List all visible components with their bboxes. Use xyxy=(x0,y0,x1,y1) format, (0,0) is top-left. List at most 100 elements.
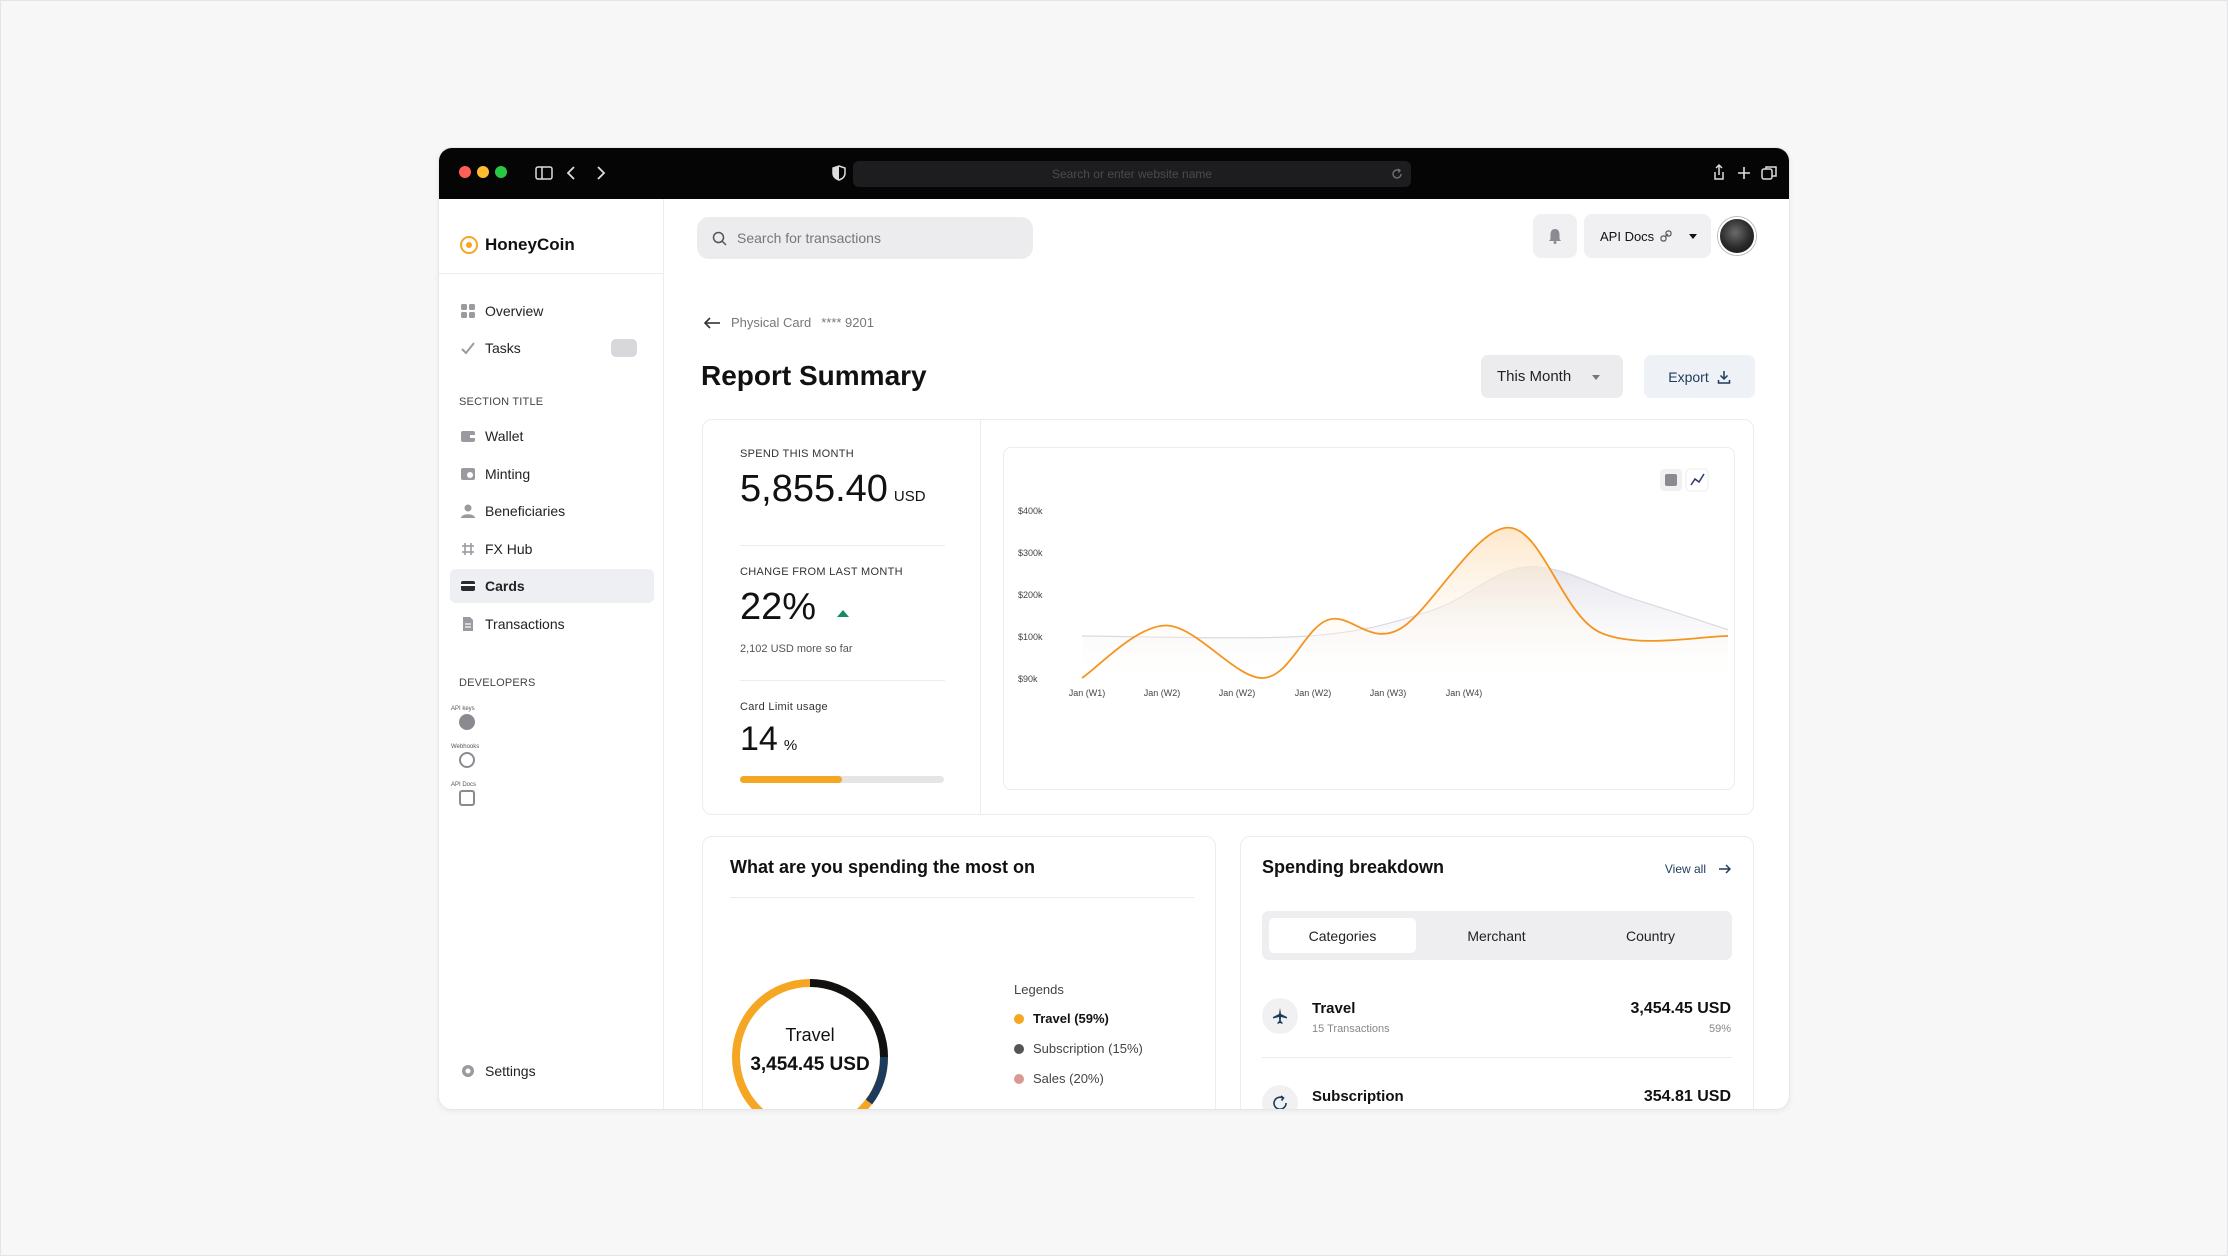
row-amount: 3,454.45 USD xyxy=(1630,1000,1731,1017)
change-note: 2,102 USD more so far xyxy=(740,643,853,655)
api-docs-button[interactable]: API Docs xyxy=(1584,214,1711,258)
grid-icon xyxy=(461,304,475,318)
browser-toolbar: Search or enter website name xyxy=(439,148,1789,199)
x-tick-label: Jan (W2) xyxy=(1144,688,1181,698)
x-tick-label: Jan (W2) xyxy=(1295,688,1332,698)
spending-breakdown-card: Spending breakdown View all Categories M… xyxy=(1240,836,1754,1109)
sidebar-item-transactions[interactable]: Transactions xyxy=(450,607,654,641)
spend-label: SPEND THIS MONTH xyxy=(740,448,854,460)
sidebar-item-cards[interactable]: Cards xyxy=(450,569,654,603)
breadcrumb-parent[interactable]: Physical Card xyxy=(731,315,812,330)
close-dot[interactable] xyxy=(459,166,471,178)
sidebar-item-settings[interactable]: Settings xyxy=(450,1054,654,1088)
refresh-icon xyxy=(1273,1095,1287,1109)
y-tick-label: $90k xyxy=(1018,674,1038,684)
notifications-button[interactable] xyxy=(1533,214,1577,258)
brand-logo[interactable]: HoneyCoin xyxy=(460,235,575,255)
limit-progress-bar xyxy=(740,776,944,783)
document-icon xyxy=(463,617,473,631)
legend-label: Sales (20%) xyxy=(1033,1071,1104,1086)
minting-icon xyxy=(461,468,475,480)
user-icon xyxy=(461,504,475,518)
donut-center-value: 3,454.45 USD xyxy=(750,1054,870,1075)
view-all-label: View all xyxy=(1664,862,1706,876)
caret-down-icon xyxy=(1689,234,1698,239)
webhook-icon xyxy=(459,752,475,768)
stat-divider xyxy=(740,680,945,681)
maximize-dot[interactable] xyxy=(495,166,507,178)
tabs-overview-icon[interactable] xyxy=(1758,162,1780,184)
back-icon[interactable] xyxy=(561,162,583,184)
reload-icon[interactable] xyxy=(1389,166,1405,182)
breakdown-title: Spending breakdown xyxy=(1262,857,1445,877)
shield-icon[interactable] xyxy=(828,162,850,184)
change-label: CHANGE FROM LAST MONTH xyxy=(740,566,903,578)
line-chart-icon xyxy=(1690,473,1705,486)
arrow-left-icon[interactable] xyxy=(703,316,721,330)
url-placeholder: Search or enter website name xyxy=(1051,167,1213,181)
area-chart: $400k $300k $200k $100k $90k Jan (W1) Jan (W2)… xyxy=(1018,468,1729,698)
search-bar[interactable] xyxy=(697,217,1033,259)
sidebar-item-overview[interactable]: Overview xyxy=(450,294,654,328)
share-icon[interactable] xyxy=(1708,162,1730,184)
forward-icon[interactable] xyxy=(589,162,611,184)
page-title: Report Summary xyxy=(701,360,927,391)
change-value: 22% xyxy=(740,586,817,628)
tab-merchant[interactable]: Merchant xyxy=(1467,927,1526,944)
developers-title: DEVELOPERS xyxy=(459,677,536,689)
sidebar-item-beneficiaries[interactable]: Beneficiaries xyxy=(450,494,654,528)
browser-window: Search or enter website name HoneyCoin O… xyxy=(438,147,1790,1110)
donut-segment-other xyxy=(865,1056,889,1105)
sidebar-item-wallet[interactable]: Wallet xyxy=(450,419,654,453)
caret-down-icon xyxy=(1592,374,1601,380)
check-icon xyxy=(461,342,475,355)
subscription-row-icon-wrap xyxy=(1262,1085,1298,1109)
minimize-dot[interactable] xyxy=(477,166,489,178)
card-divider xyxy=(730,897,1194,898)
spend-chart: $400k $300k $200k $100k $90k Jan (W1) Jan (W2)… xyxy=(1003,447,1735,790)
tab-categories[interactable]: Categories xyxy=(1269,918,1416,953)
honeycoin-logo-icon xyxy=(460,236,478,254)
sidebar-item-minting[interactable]: Minting xyxy=(450,457,654,491)
user-avatar[interactable] xyxy=(1718,217,1756,255)
y-tick-label: $100k xyxy=(1018,632,1043,642)
sidebar-item-fx-hub[interactable]: FX Hub xyxy=(450,532,654,566)
api-docs-label: API Docs xyxy=(1600,228,1655,244)
breadcrumb-card-number: **** 9201 xyxy=(821,315,874,330)
code-icon xyxy=(459,790,475,806)
sidebar-item-label: API Docs xyxy=(451,782,477,788)
sidebar-item-label: Beneficiaries xyxy=(485,503,566,519)
sidebar-item-api-docs[interactable]: API Docs xyxy=(451,782,491,812)
donut-segment-subscription xyxy=(809,979,888,1058)
plane-icon xyxy=(1273,1008,1287,1024)
series-line-primary xyxy=(1081,526,1729,679)
legend-label: Travel (59%) xyxy=(1033,1011,1109,1026)
search-input[interactable] xyxy=(737,230,1007,246)
report-summary-card: SPEND THIS MONTH 5,855.40 USD CHANGE FROM… xyxy=(702,419,1754,815)
x-tick-label: Jan (W2) xyxy=(1219,688,1256,698)
sidebar-toggle-icon[interactable] xyxy=(533,162,555,184)
view-all-link[interactable]: View all xyxy=(1665,862,1731,876)
sidebar-item-webhooks[interactable]: Webhooks xyxy=(451,744,491,774)
x-tick-label: Jan (W4) xyxy=(1446,688,1483,698)
tab-country[interactable]: Country xyxy=(1625,927,1676,944)
new-tab-icon[interactable] xyxy=(1733,162,1755,184)
exchange-icon xyxy=(462,543,474,555)
bar-chart-icon xyxy=(1665,474,1677,486)
sidebar-item-label: Minting xyxy=(485,466,531,482)
export-label: Export xyxy=(1668,368,1709,385)
spend-unit: USD xyxy=(893,488,926,505)
search-icon xyxy=(712,231,727,246)
period-select[interactable]: This Month xyxy=(1481,355,1623,398)
legend-item-sales: Sales (20%) xyxy=(1014,1071,1104,1086)
row-percent: 59% xyxy=(1708,1023,1731,1035)
sidebar-item-label: Overview xyxy=(485,303,544,319)
x-tick-label: Jan (W3) xyxy=(1370,688,1407,698)
export-button[interactable]: Export xyxy=(1644,355,1755,398)
breakdown-tabs: Categories Merchant Country xyxy=(1262,911,1732,960)
sidebar-item-api-keys[interactable]: API keys xyxy=(451,706,491,736)
row-name: Subscription xyxy=(1312,1088,1404,1105)
sidebar-item-tasks[interactable]: Tasks xyxy=(450,331,654,365)
legend-label: Subscription (15%) xyxy=(1033,1041,1143,1056)
url-bar[interactable]: Search or enter website name xyxy=(853,161,1411,187)
